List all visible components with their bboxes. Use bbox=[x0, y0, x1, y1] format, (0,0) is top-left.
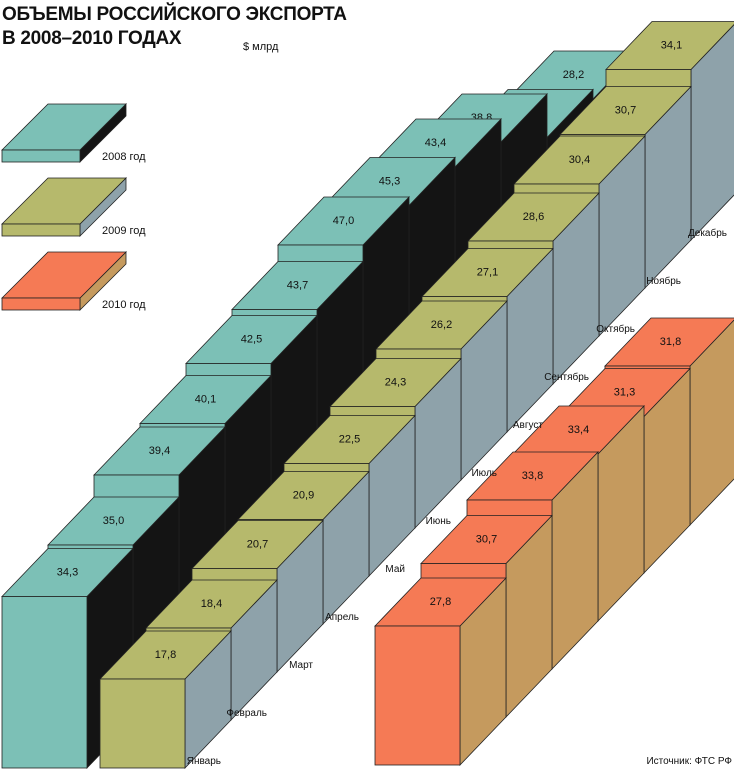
month-label: Октябрь bbox=[596, 323, 635, 335]
chart-title: В 2008–2010 ГОДАХ bbox=[2, 28, 182, 49]
unit-label: $ млрд bbox=[243, 41, 279, 53]
month-label: Январь bbox=[187, 756, 221, 767]
value-label: 45,3 bbox=[379, 175, 400, 187]
legend-item: 2010 год bbox=[1, 251, 146, 311]
value-label: 30,7 bbox=[476, 533, 497, 545]
legend-swatch-front bbox=[1, 223, 81, 237]
month-label: Сентябрь bbox=[544, 371, 589, 383]
value-label: 30,7 bbox=[615, 104, 636, 116]
legend-item: 2008 год bbox=[1, 103, 146, 163]
value-label: 20,7 bbox=[247, 538, 268, 550]
value-label: 31,3 bbox=[614, 386, 635, 398]
value-label: 30,4 bbox=[569, 154, 590, 166]
month-label: Май bbox=[385, 564, 405, 575]
value-label: 27,8 bbox=[430, 596, 451, 608]
value-label: 42,5 bbox=[241, 333, 262, 345]
legend-swatch-front bbox=[1, 297, 81, 311]
month-label: Февраль bbox=[226, 708, 267, 719]
value-label: 43,4 bbox=[425, 137, 446, 149]
value-label: 17,8 bbox=[155, 649, 176, 661]
source: Источник: ФТС РФ bbox=[646, 756, 732, 767]
value-label: 43,7 bbox=[287, 279, 308, 291]
value-label: 28,2 bbox=[563, 69, 584, 81]
value-label: 24,3 bbox=[385, 376, 406, 388]
bar-front bbox=[374, 625, 461, 766]
month-label: Ноябрь bbox=[646, 275, 681, 287]
legend-label: 2009 год bbox=[102, 225, 146, 237]
value-label: 27,1 bbox=[477, 266, 498, 278]
month-label: Апрель bbox=[325, 612, 359, 623]
month-label: Декабрь bbox=[688, 227, 727, 239]
value-label: 39,4 bbox=[149, 445, 170, 457]
month-label: Март bbox=[289, 660, 313, 671]
value-label: 26,2 bbox=[431, 319, 452, 331]
legend-label: 2010 год bbox=[102, 299, 146, 311]
value-label: 28,6 bbox=[523, 211, 544, 223]
value-label: 35,0 bbox=[103, 515, 124, 527]
value-label: 47,0 bbox=[333, 215, 354, 227]
value-label: 33,8 bbox=[522, 470, 543, 482]
month-label: Август bbox=[513, 420, 544, 431]
chart-title: ОБЪЕМЫ РОССИЙСКОГО ЭКСПОРТА bbox=[2, 3, 347, 25]
legend-swatch-front bbox=[1, 149, 81, 163]
bar-front bbox=[99, 678, 186, 769]
value-label: 31,8 bbox=[660, 336, 681, 348]
value-label: 34,3 bbox=[57, 566, 78, 578]
legend-label: 2008 год bbox=[102, 151, 146, 163]
month-label: Июнь bbox=[426, 516, 451, 527]
value-label: 34,1 bbox=[661, 39, 682, 51]
value-label: 18,4 bbox=[201, 598, 222, 610]
value-label: 40,1 bbox=[195, 393, 216, 405]
value-label: 33,4 bbox=[568, 424, 589, 436]
value-label: 20,9 bbox=[293, 489, 314, 501]
value-label: 22,5 bbox=[339, 433, 360, 445]
legend-item: 2009 год bbox=[1, 177, 146, 237]
month-label: Июль bbox=[471, 468, 497, 479]
bar-front bbox=[1, 596, 88, 769]
